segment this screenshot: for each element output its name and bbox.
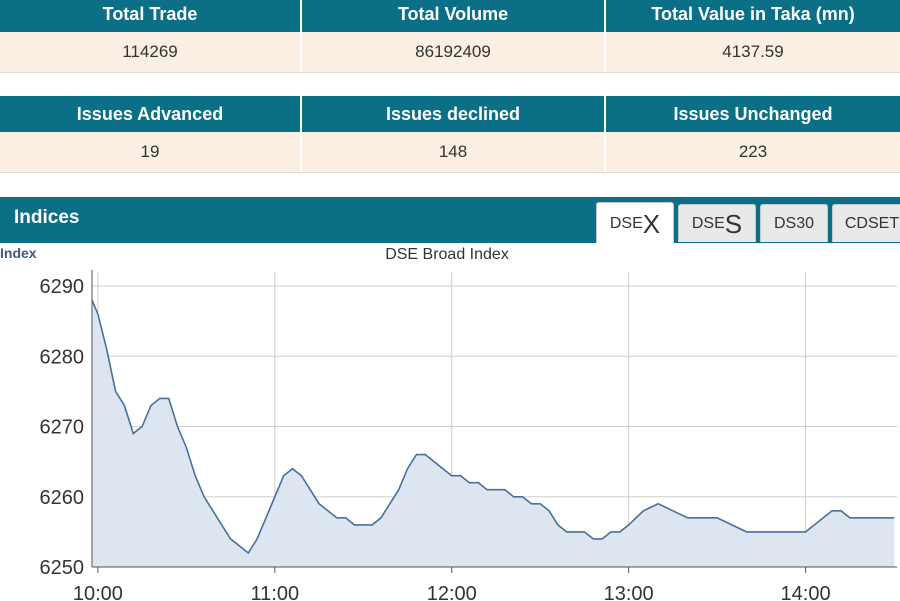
tab-ds30[interactable]: DS30 bbox=[760, 204, 828, 242]
issues-unchanged-header: Issues Unchanged bbox=[673, 103, 833, 124]
series-area-fill bbox=[92, 300, 895, 567]
issues-advanced-value: 19 bbox=[0, 132, 302, 172]
indices-title: Indices bbox=[14, 207, 80, 228]
issues-unchanged-value: 223 bbox=[738, 142, 768, 161]
market-summary-header: Total Trade Total Volume Total Value in … bbox=[0, 0, 900, 32]
chart-area-group bbox=[91, 299, 895, 567]
total-volume-header: Total Volume bbox=[302, 0, 606, 32]
y-tick-label: 6290 bbox=[40, 276, 85, 298]
tab-cdset-label: CDSET bbox=[844, 214, 900, 232]
y-tick-label: 6270 bbox=[40, 417, 85, 439]
total-value-header: Total Value in Taka (mn) bbox=[651, 3, 855, 24]
x-tick-label: 13:00 bbox=[604, 583, 654, 601]
tab-dses-prefix: DSE bbox=[691, 214, 725, 232]
total-volume-value: 86192409 bbox=[302, 32, 606, 72]
tab-ds30-label: DS30 bbox=[773, 214, 815, 232]
x-tick-label: 12:00 bbox=[427, 583, 477, 601]
issues-advanced-header: Issues Advanced bbox=[0, 96, 302, 132]
issues-declined-value: 148 bbox=[302, 132, 606, 172]
market-summary-values: 114269 86192409 4137.59 bbox=[0, 32, 900, 73]
tab-dses[interactable]: DSE S bbox=[678, 204, 756, 242]
issues-summary-header: Issues Advanced Issues declined Issues U… bbox=[0, 96, 900, 132]
y-tick-label: 6250 bbox=[40, 557, 85, 579]
total-trade-header: Total Trade bbox=[0, 0, 302, 32]
tab-cdset[interactable]: CDSET bbox=[832, 204, 900, 242]
series-line bbox=[91, 299, 895, 555]
tab-dsex-suffix: X bbox=[642, 208, 661, 239]
dse-broad-index-chart: Index DSE Broad Index 625062606270628062… bbox=[0, 245, 897, 601]
tab-dses-suffix: S bbox=[724, 208, 743, 239]
total-value-value: 4137.59 bbox=[722, 42, 784, 61]
issues-declined-header: Issues declined bbox=[302, 96, 606, 132]
market-summary-table: Total Trade Total Volume Total Value in … bbox=[0, 0, 900, 73]
chart-title: DSE Broad Index bbox=[385, 246, 509, 263]
issues-summary-table: Issues Advanced Issues declined Issues U… bbox=[0, 96, 900, 173]
issues-summary-values: 19 148 223 bbox=[0, 132, 900, 173]
chart-y-axis-label: Index bbox=[0, 245, 37, 261]
y-tick-label: 6280 bbox=[40, 346, 85, 368]
x-tick-label: 10:00 bbox=[73, 583, 123, 601]
x-tick-label: 14:00 bbox=[781, 583, 831, 601]
y-tick-label: 6260 bbox=[40, 487, 85, 509]
tab-dsex-prefix: DSE bbox=[609, 214, 643, 232]
total-trade-value: 114269 bbox=[0, 32, 302, 72]
chart-axes: 6250 6260 6270 6280 6290 10:00 11:00 12:00 13:00… bbox=[40, 270, 897, 601]
x-tick-label: 11:00 bbox=[251, 583, 300, 601]
tab-dsex[interactable]: DSE X bbox=[596, 202, 674, 244]
